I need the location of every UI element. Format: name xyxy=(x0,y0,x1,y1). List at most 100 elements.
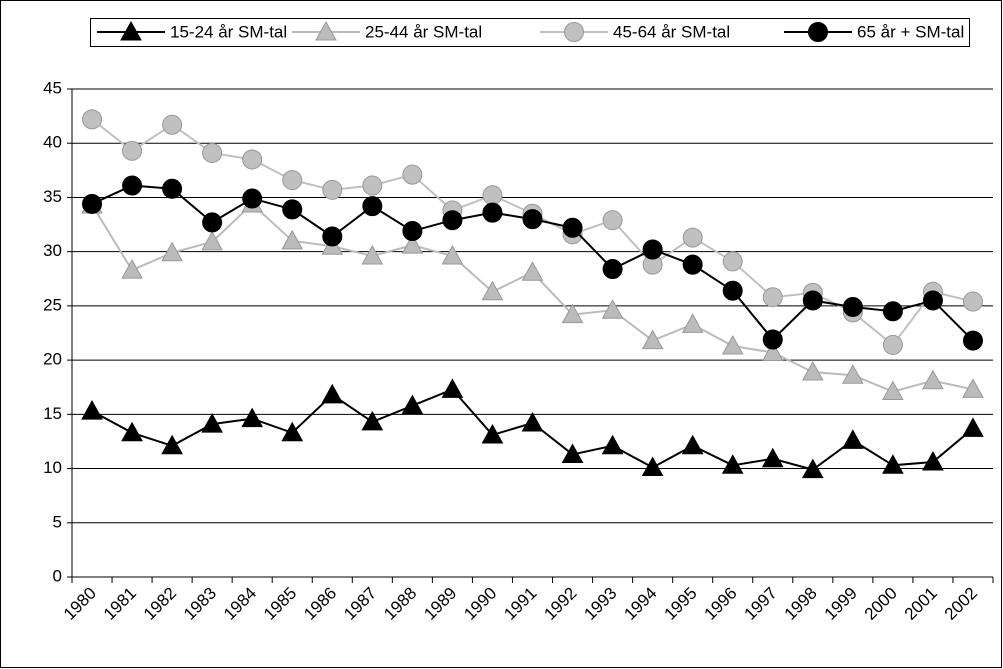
data-point xyxy=(82,109,103,130)
data-point xyxy=(962,291,983,312)
data-point xyxy=(602,210,623,231)
data-point xyxy=(681,434,704,455)
data-point xyxy=(202,142,223,163)
data-point xyxy=(482,185,503,206)
data-point xyxy=(802,290,823,311)
data-point xyxy=(122,175,143,196)
data-point xyxy=(882,454,904,474)
data-point xyxy=(801,458,824,479)
legend-item: 15-24 år SM-tal xyxy=(97,20,287,41)
data-point xyxy=(162,178,183,199)
data-point xyxy=(721,454,744,474)
data-point xyxy=(882,334,903,355)
data-point xyxy=(882,380,904,401)
data-point xyxy=(681,313,704,333)
data-point xyxy=(721,334,744,355)
data-point xyxy=(841,429,864,449)
data-point xyxy=(401,234,424,254)
data-point xyxy=(682,254,703,275)
data-point xyxy=(121,421,143,442)
legend-marker xyxy=(808,22,828,42)
legend-marker xyxy=(120,20,142,41)
legend-label: 15-24 år SM-tal xyxy=(170,22,287,41)
data-point xyxy=(362,175,383,196)
y-tick-label: 10 xyxy=(43,458,62,477)
data-point xyxy=(241,407,264,428)
data-point xyxy=(481,423,504,444)
data-point xyxy=(361,410,384,431)
data-point xyxy=(602,259,623,280)
data-point xyxy=(521,411,544,432)
data-point xyxy=(641,456,664,476)
legend-label: 45-64 år SM-tal xyxy=(613,22,730,41)
data-point xyxy=(282,170,303,191)
data-point xyxy=(481,280,504,301)
data-point xyxy=(281,229,304,250)
data-point xyxy=(762,329,783,350)
data-point xyxy=(962,378,984,398)
data-point xyxy=(122,140,143,161)
data-point xyxy=(762,287,783,308)
data-point xyxy=(922,451,944,471)
data-point xyxy=(402,221,423,242)
data-point xyxy=(322,226,343,247)
data-point xyxy=(121,259,143,279)
data-point xyxy=(442,210,463,231)
data-point xyxy=(202,212,223,233)
legend-item: 45-64 år SM-tal xyxy=(540,22,730,42)
data-point xyxy=(801,361,824,381)
data-point xyxy=(882,301,903,322)
legend-marker xyxy=(564,22,584,42)
legend-item: 65 år + SM-tal xyxy=(784,22,964,42)
data-point xyxy=(561,303,584,324)
data-point xyxy=(642,239,663,260)
data-point xyxy=(361,244,384,265)
data-point xyxy=(201,230,224,251)
data-point xyxy=(482,202,503,223)
data-point xyxy=(682,227,703,248)
data-point xyxy=(601,299,624,319)
data-point xyxy=(761,341,784,362)
data-point xyxy=(402,164,423,185)
data-point xyxy=(362,196,383,217)
data-point xyxy=(201,413,224,433)
y-tick-label: 15 xyxy=(43,404,62,423)
y-tick-label: 40 xyxy=(43,133,62,152)
data-point xyxy=(641,329,664,350)
data-point xyxy=(522,209,543,230)
data-point xyxy=(601,434,624,455)
y-tick-label: 5 xyxy=(53,512,62,531)
legend-item: 25-44 år SM-tal xyxy=(292,20,482,41)
legend-label: 65 år + SM-tal xyxy=(857,22,964,41)
data-point xyxy=(441,244,464,265)
series xyxy=(81,378,984,479)
data-point xyxy=(922,369,944,390)
data-point xyxy=(761,447,784,468)
data-point xyxy=(321,383,344,404)
y-tick-label: 25 xyxy=(43,295,62,314)
series xyxy=(82,175,983,351)
legend-marker xyxy=(315,20,337,41)
data-point xyxy=(962,417,984,437)
y-tick-label: 0 xyxy=(53,566,62,585)
data-point xyxy=(842,296,863,317)
data-point xyxy=(282,199,303,220)
data-point xyxy=(561,443,584,463)
data-point xyxy=(401,394,424,415)
y-tick-label: 30 xyxy=(43,241,62,260)
data-point xyxy=(161,434,183,455)
y-tick-label: 45 xyxy=(43,78,62,97)
data-point xyxy=(922,290,943,311)
data-point xyxy=(281,421,304,442)
data-point xyxy=(722,251,743,272)
data-point xyxy=(162,114,183,135)
data-point xyxy=(242,188,263,209)
legend-label: 25-44 år SM-tal xyxy=(365,22,482,41)
data-point xyxy=(722,280,743,301)
data-point xyxy=(962,330,983,351)
data-point xyxy=(841,364,864,384)
data-point xyxy=(441,378,464,398)
y-tick-label: 35 xyxy=(43,187,62,206)
